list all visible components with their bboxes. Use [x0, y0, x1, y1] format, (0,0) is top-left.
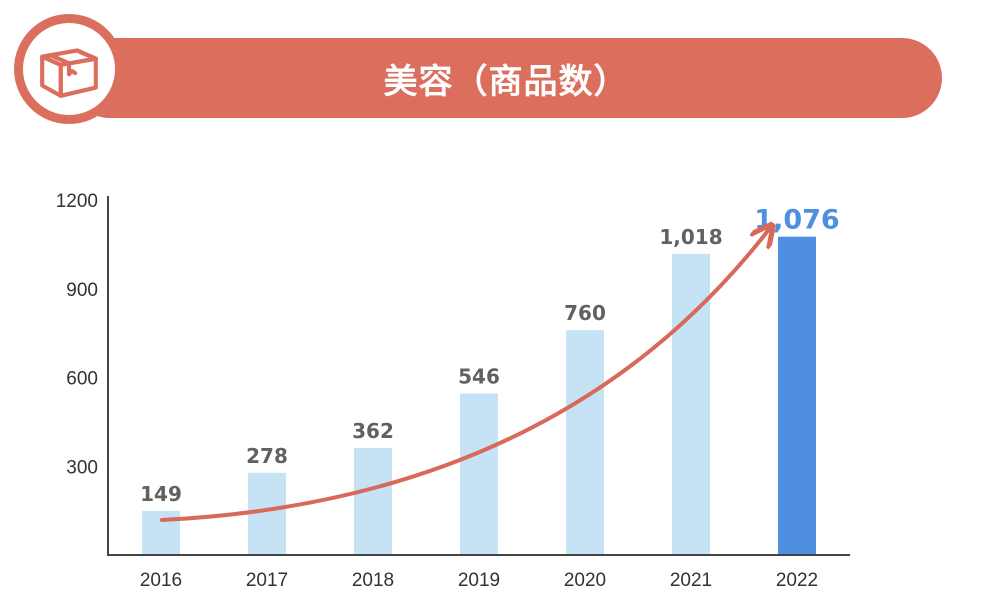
- x-tick-2018: 2018: [352, 570, 394, 591]
- value-label-2017: 278: [246, 444, 288, 468]
- bar-2018: [354, 447, 392, 555]
- trend-arrow: [160, 228, 770, 522]
- bar-2022: [778, 236, 816, 555]
- bar-2020: [566, 330, 604, 555]
- value-label-2018: 362: [352, 419, 394, 443]
- value-label-2016: 149: [140, 482, 182, 506]
- bar-2021: [672, 253, 710, 555]
- x-tick-2022: 2022: [776, 570, 818, 591]
- x-tick-2019: 2019: [458, 570, 500, 591]
- value-label-2021: 1,018: [659, 225, 722, 249]
- y-tick-1200: 1200: [56, 191, 98, 212]
- x-tick-2016: 2016: [140, 570, 182, 591]
- y-tick-900: 900: [66, 280, 98, 301]
- value-label-2020: 760: [564, 301, 606, 325]
- package-box-icon: [40, 48, 98, 98]
- chart-title: 美容（商品数）: [383, 61, 629, 102]
- x-tick-2020: 2020: [564, 570, 606, 591]
- y-tick-600: 600: [66, 369, 98, 390]
- title-badge: [14, 14, 124, 124]
- title-banner: [70, 38, 942, 118]
- bar-2019: [460, 393, 498, 555]
- bar-2017: [248, 472, 286, 555]
- x-tick-2021: 2021: [670, 570, 712, 591]
- value-label-2019: 546: [458, 364, 500, 388]
- y-tick-300: 300: [66, 457, 98, 478]
- x-tick-2017: 2017: [246, 570, 288, 591]
